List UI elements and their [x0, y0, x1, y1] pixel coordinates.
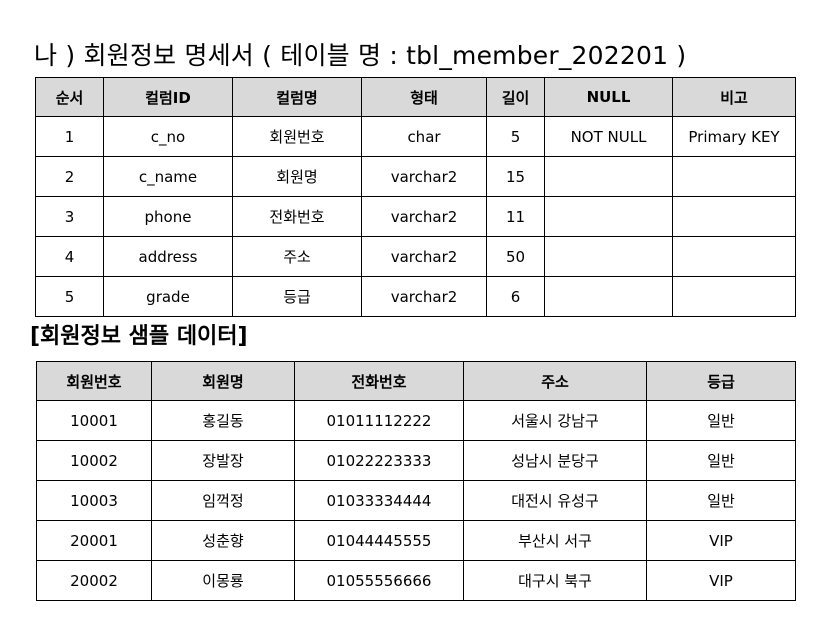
table-cell: VIP	[646, 560, 796, 601]
table-cell: 20002	[36, 560, 152, 601]
table-cell: 장발장	[151, 440, 295, 481]
table-cell: 등급	[232, 276, 362, 317]
table-cell: phone	[103, 196, 233, 237]
table-cell: 50	[486, 236, 545, 277]
table-cell: 2	[35, 156, 104, 197]
table-cell	[672, 276, 796, 317]
table-cell: varchar2	[361, 196, 487, 237]
table-cell: 대전시 유성구	[463, 480, 647, 521]
header-cell: 회원명	[151, 361, 295, 401]
table-cell: 01011112222	[294, 400, 464, 441]
header-cell: 순서	[35, 77, 104, 117]
table-cell	[672, 236, 796, 277]
table-cell: 일반	[646, 440, 796, 481]
header-cell: 컬럼ID	[103, 77, 233, 117]
table-cell: varchar2	[361, 276, 487, 317]
table-cell: 홍길동	[151, 400, 295, 441]
table-cell	[672, 196, 796, 237]
table-cell: 01044445555	[294, 520, 464, 561]
table-cell: 3	[35, 196, 104, 237]
table-row: 2 c_name 회원명 varchar2 15	[35, 156, 796, 197]
table-cell	[544, 276, 673, 317]
table-cell: NOT NULL	[544, 116, 673, 157]
table-row: 10002 장발장 01022223333 성남시 분당구 일반	[36, 440, 796, 481]
sample-section-title: [회원정보 샘플 데이터]	[30, 324, 248, 349]
table-cell: grade	[103, 276, 233, 317]
table-cell: char	[361, 116, 487, 157]
table-cell: address	[103, 236, 233, 277]
table-cell: 10002	[36, 440, 152, 481]
table-cell: 임꺽정	[151, 480, 295, 521]
table-cell: 성남시 분당구	[463, 440, 647, 481]
table-cell: c_name	[103, 156, 233, 197]
table-cell: c_no	[103, 116, 233, 157]
header-cell: 전화번호	[294, 361, 464, 401]
table-cell: 5	[35, 276, 104, 317]
table-cell: 6	[486, 276, 545, 317]
table-cell: varchar2	[361, 236, 487, 277]
table-cell: 대구시 북구	[463, 560, 647, 601]
table-cell: 회원번호	[232, 116, 362, 157]
table-cell: 전화번호	[232, 196, 362, 237]
sample-header-row: 회원번호 회원명 전화번호 주소 등급	[36, 361, 796, 401]
table-cell	[544, 236, 673, 277]
table-row: 10003 임꺽정 01033334444 대전시 유성구 일반	[36, 480, 796, 521]
table-cell: 일반	[646, 400, 796, 441]
table-cell: 01055556666	[294, 560, 464, 601]
table-row: 20001 성춘향 01044445555 부산시 서구 VIP	[36, 520, 796, 561]
table-cell: 서울시 강남구	[463, 400, 647, 441]
schema-table: 순서 컬럼ID 컬럼명 형태 길이 NULL 비고 1 c_no 회원번호 ch…	[35, 77, 796, 317]
header-cell: NULL	[544, 77, 673, 117]
header-cell: 형태	[361, 77, 487, 117]
table-row: 4 address 주소 varchar2 50	[35, 236, 796, 277]
table-cell: 일반	[646, 480, 796, 521]
header-cell: 비고	[672, 77, 796, 117]
header-cell: 등급	[646, 361, 796, 401]
table-row: 1 c_no 회원번호 char 5 NOT NULL Primary KEY	[35, 116, 796, 157]
table-row: 5 grade 등급 varchar2 6	[35, 276, 796, 317]
table-cell: VIP	[646, 520, 796, 561]
table-cell: varchar2	[361, 156, 487, 197]
table-cell: 01033334444	[294, 480, 464, 521]
table-cell	[544, 156, 673, 197]
table-cell	[544, 196, 673, 237]
table-cell: 10001	[36, 400, 152, 441]
sample-data-table: 회원번호 회원명 전화번호 주소 등급 10001 홍길동 0101111222…	[36, 361, 796, 601]
header-cell: 주소	[463, 361, 647, 401]
table-cell: 이몽룡	[151, 560, 295, 601]
header-cell: 길이	[486, 77, 545, 117]
table-cell: 01022223333	[294, 440, 464, 481]
table-row: 10001 홍길동 01011112222 서울시 강남구 일반	[36, 400, 796, 441]
table-cell: 10003	[36, 480, 152, 521]
table-cell: 4	[35, 236, 104, 277]
table-cell: Primary KEY	[672, 116, 796, 157]
table-cell: 성춘향	[151, 520, 295, 561]
table-cell: 주소	[232, 236, 362, 277]
table-cell: 1	[35, 116, 104, 157]
table-cell: 5	[486, 116, 545, 157]
table-cell: 20001	[36, 520, 152, 561]
table-cell: 15	[486, 156, 545, 197]
table-row: 3 phone 전화번호 varchar2 11	[35, 196, 796, 237]
table-cell	[672, 156, 796, 197]
table-row: 20002 이몽룡 01055556666 대구시 북구 VIP	[36, 560, 796, 601]
page-title: 나 ) 회원정보 명세서 ( 테이블 명 : tbl_member_202201…	[34, 41, 687, 70]
header-cell: 컬럼명	[232, 77, 362, 117]
table-cell: 회원명	[232, 156, 362, 197]
table-cell: 11	[486, 196, 545, 237]
schema-header-row: 순서 컬럼ID 컬럼명 형태 길이 NULL 비고	[35, 77, 796, 117]
table-cell: 부산시 서구	[463, 520, 647, 561]
header-cell: 회원번호	[36, 361, 152, 401]
